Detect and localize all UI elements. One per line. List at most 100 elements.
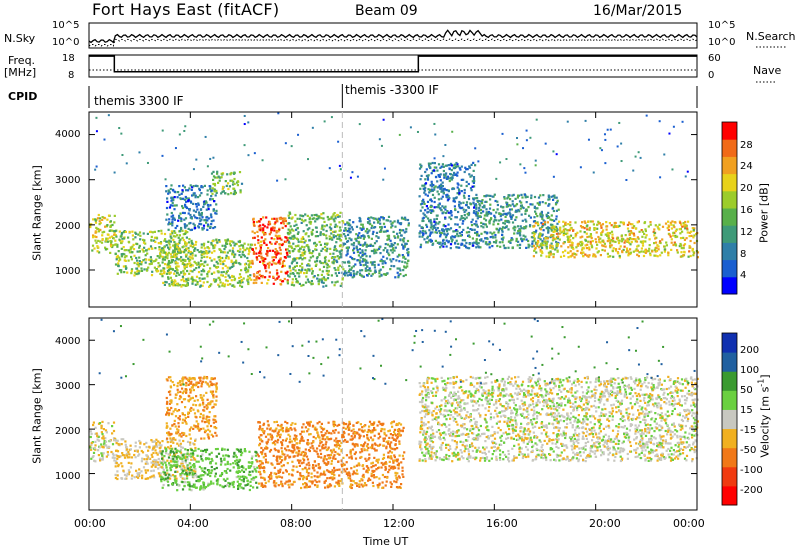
power-cell-8 — [456, 174, 459, 177]
power-cell-2 — [214, 194, 217, 197]
power-cell-4 — [225, 279, 228, 282]
power-cell-10 — [644, 249, 647, 252]
power-scatter-point — [94, 168, 97, 171]
power-cell-1 — [139, 238, 142, 241]
velocity-cell-3 — [204, 472, 207, 475]
power-cell-7 — [388, 254, 391, 257]
power-cell-1 — [150, 262, 153, 265]
power-cell-7 — [402, 229, 405, 232]
velocity-cell-3 — [237, 487, 240, 490]
power-cell-6 — [294, 245, 297, 248]
power-cell-4 — [202, 270, 205, 273]
velocity-cell-1 — [194, 438, 197, 441]
power-cell-7 — [387, 252, 390, 255]
power-cell-4 — [245, 271, 248, 274]
velocity-cell-2 — [165, 396, 168, 400]
velocity-cell-3 — [226, 460, 229, 463]
power-cell-2 — [178, 216, 181, 219]
power-cell-8 — [418, 167, 422, 170]
power-cell-2 — [173, 196, 176, 199]
power-cell-6 — [295, 261, 299, 264]
power-cell-6 — [305, 269, 308, 272]
power-cell-2 — [181, 189, 184, 192]
power-cell-10 — [683, 243, 687, 246]
velocity-cell-3 — [209, 462, 212, 465]
power-cell-8 — [453, 205, 456, 208]
velocity-cell-2 — [202, 401, 205, 404]
velocity-cell-0 — [95, 432, 98, 435]
power-cell-4 — [208, 285, 211, 288]
velocity-cell-3 — [197, 475, 200, 478]
velocity-cell-2 — [190, 389, 193, 392]
noise-strip-frame — [88, 22, 698, 49]
power-cell-9 — [539, 213, 542, 216]
velocity-cell-2 — [206, 425, 209, 428]
power-cell-3 — [233, 182, 236, 185]
power-colorbar-swatch — [722, 242, 737, 261]
power-cell-10 — [581, 235, 584, 238]
velocity-cell-1 — [150, 453, 153, 456]
velocity-cell-3 — [169, 464, 172, 467]
power-cell-4 — [221, 260, 225, 263]
power-cell-10 — [582, 255, 585, 258]
power-cell-7 — [373, 248, 376, 251]
power-scatter-point — [113, 171, 116, 174]
velocity-cell-3 — [166, 480, 170, 483]
power-cell-10 — [566, 238, 569, 241]
power-cell-10 — [676, 235, 679, 238]
velocity-cell-0 — [113, 459, 116, 462]
velocity-cell-0 — [113, 456, 116, 460]
power-cell-1 — [128, 251, 131, 254]
power-cell-6 — [311, 232, 314, 235]
power-cell-7 — [399, 273, 402, 276]
power-cell-5 — [278, 228, 281, 231]
power-cell-9 — [555, 225, 558, 228]
power-scatter-point — [505, 158, 508, 161]
power-cell-10 — [614, 240, 617, 243]
power-cell-4 — [231, 240, 234, 243]
velocity-cell-2 — [184, 406, 187, 409]
power-cell-9 — [544, 241, 547, 244]
power-cell-8 — [443, 242, 447, 245]
power-cell-8 — [452, 230, 455, 233]
power-cell-7 — [359, 251, 362, 254]
power-cell-8 — [472, 244, 475, 247]
power-cell-8 — [433, 162, 436, 165]
power-cell-10 — [686, 231, 689, 234]
power-cell-7 — [358, 261, 362, 264]
power-cell-2 — [186, 200, 190, 203]
power-cell-9 — [525, 209, 528, 212]
power-cell-1 — [187, 257, 190, 260]
power-cell-4 — [249, 246, 252, 249]
power-cell-8 — [467, 182, 470, 186]
velocity-cell-3 — [187, 484, 190, 487]
power-cell-6 — [338, 271, 341, 274]
power-cell-5 — [281, 217, 284, 220]
power-cell-5 — [279, 252, 282, 255]
power-cell-1 — [120, 269, 123, 272]
power-cell-10 — [575, 233, 578, 236]
power-cell-2 — [207, 208, 210, 211]
power-cell-9 — [501, 238, 504, 241]
velocity-cell-2 — [207, 428, 210, 431]
power-cell-9 — [512, 227, 515, 230]
power-cell-2 — [205, 208, 208, 211]
power-cell-10 — [629, 236, 632, 240]
power-cell-10 — [626, 227, 630, 230]
power-cell-7 — [357, 242, 360, 245]
power-cell-10 — [555, 232, 559, 235]
velocity-cell-2 — [179, 380, 182, 383]
power-scatter-point — [178, 133, 181, 136]
power-cell-1 — [167, 260, 171, 263]
power-cell-0 — [106, 240, 109, 243]
power-cell-1 — [182, 269, 185, 273]
velocity-cell-1 — [147, 457, 151, 460]
power-cell-10 — [570, 245, 573, 248]
velocity-cell-2 — [195, 420, 198, 423]
power-cell-10 — [656, 244, 659, 247]
power-cell-10 — [583, 231, 586, 234]
velocity-cell-2 — [199, 415, 202, 419]
power-cell-10 — [545, 255, 548, 258]
velocity-cell-2 — [208, 419, 211, 422]
power-cell-2 — [196, 208, 199, 211]
